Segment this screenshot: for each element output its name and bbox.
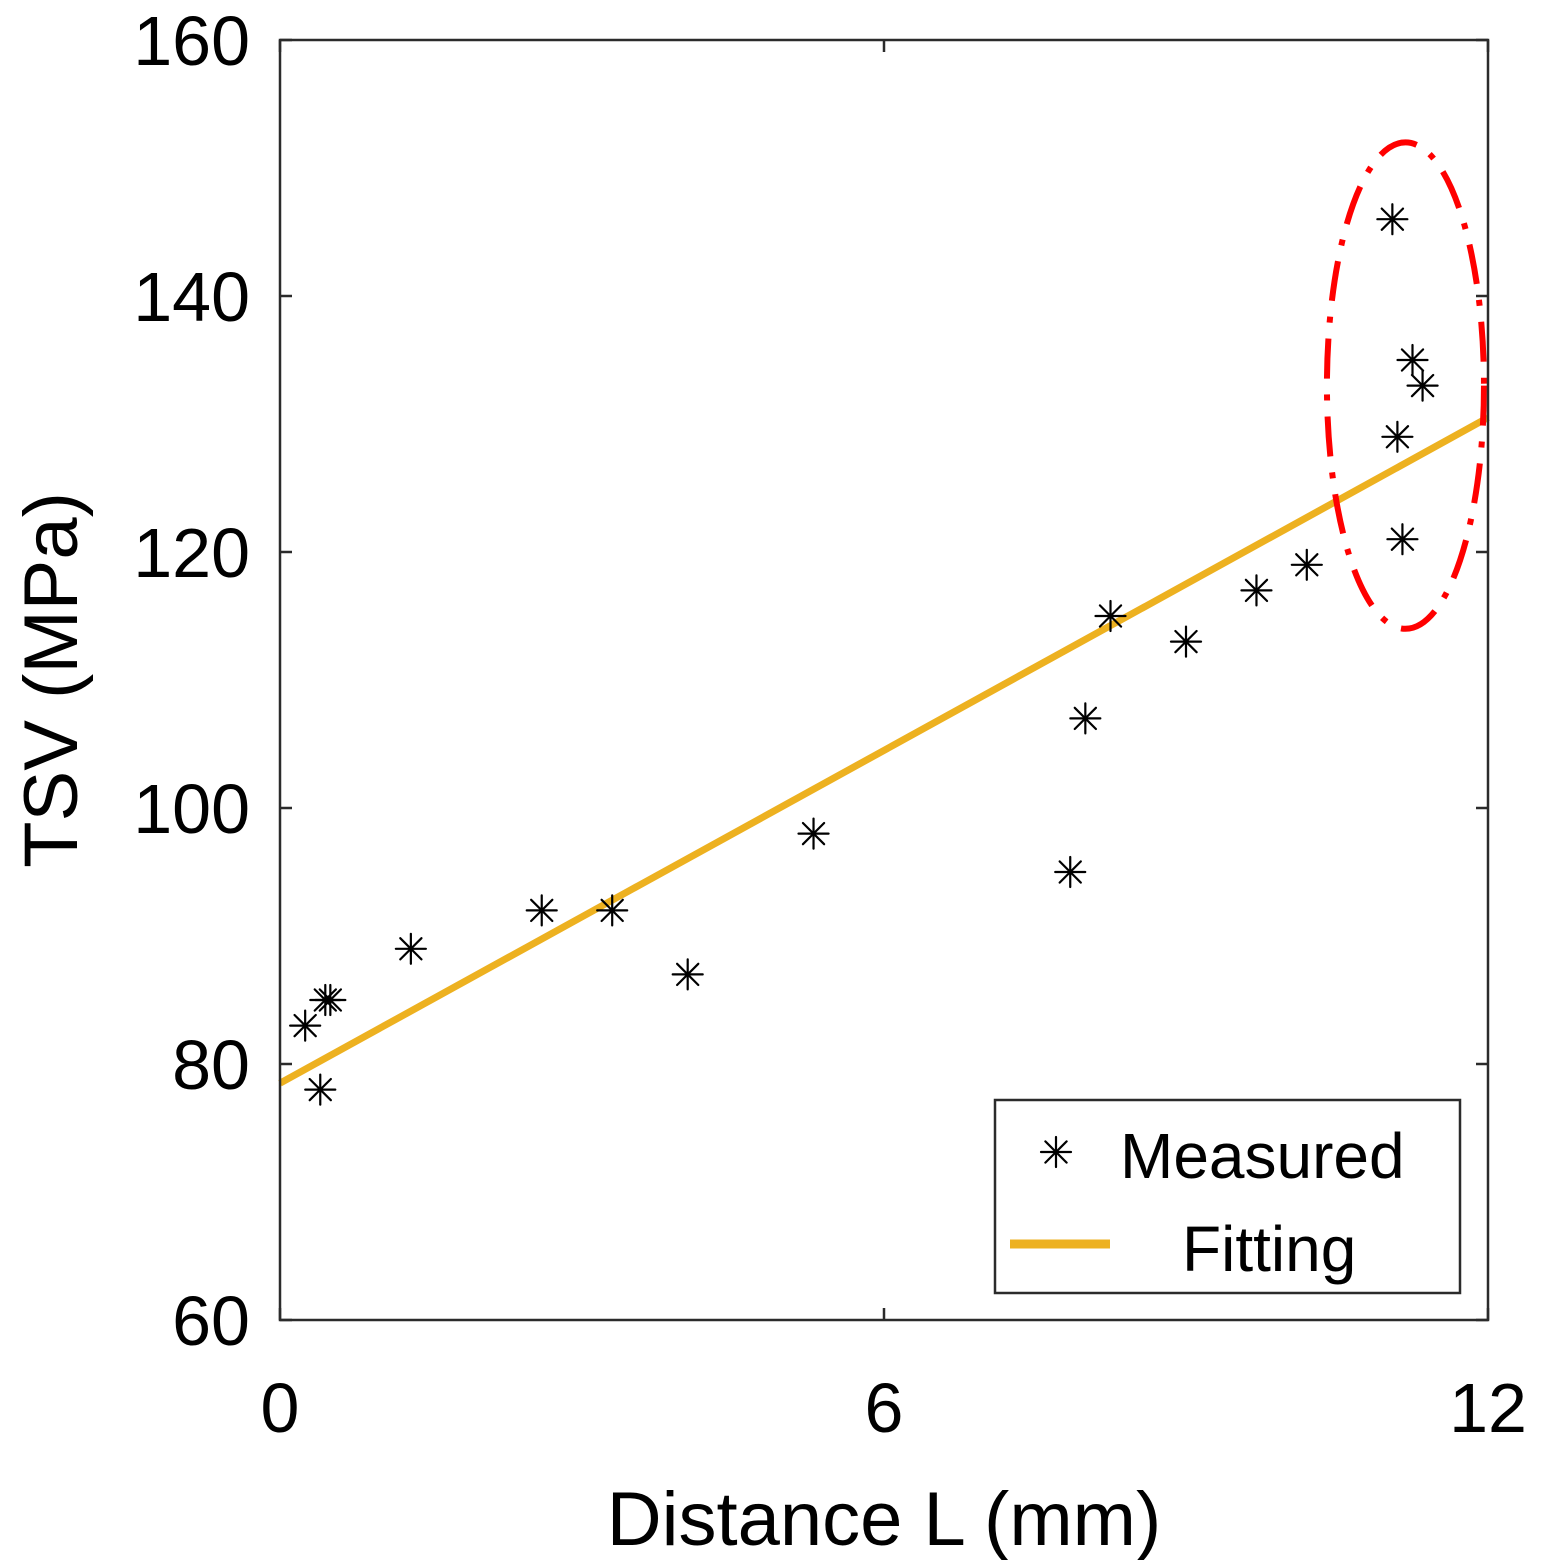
legend-asterisk: [1039, 1135, 1073, 1169]
y-tick-label: 100: [133, 770, 250, 848]
y-tick-label: 140: [133, 258, 250, 336]
measured-point: [1069, 702, 1102, 735]
measured-point: [1406, 369, 1439, 402]
measured-point: [1054, 855, 1087, 889]
y-axis-title: TSV (MPa): [9, 492, 94, 868]
legend-marker-measured: [1039, 1135, 1073, 1169]
legend-label-measured: Measured: [1120, 1120, 1405, 1192]
measured-point: [289, 1009, 322, 1042]
y-tick-label: 80: [172, 1026, 250, 1104]
fitting-line: [278, 414, 1490, 1087]
measured-point: [1386, 523, 1419, 556]
x-tick-label: 0: [261, 1369, 300, 1447]
measured-point: [1290, 548, 1323, 581]
outlier-ellipse: [1323, 139, 1487, 632]
legend-box: [993, 1098, 1462, 1295]
x-tick-label: 12: [1449, 1369, 1527, 1447]
measured-point: [1094, 599, 1127, 633]
x-tick-label: 6: [865, 1369, 904, 1447]
measured-point: [596, 894, 629, 927]
axes: 0 6 12 60 80 100 120 140 160: [133, 2, 1527, 1447]
measured-point: [394, 932, 427, 965]
measured-point: [525, 894, 558, 927]
y-tick-label: 160: [133, 2, 250, 80]
measured-point: [1381, 420, 1414, 453]
x-axis-title: Distance L (mm): [607, 1477, 1162, 1560]
legend: Measured Fitting: [993, 1098, 1462, 1295]
measured-point: [1169, 625, 1203, 658]
y-tick-label: 120: [133, 514, 250, 592]
measured-point: [314, 983, 347, 1017]
measured-point: [1396, 343, 1429, 377]
y-tick-label: 60: [172, 1282, 250, 1360]
measured-point: [1240, 574, 1273, 607]
plot-frame: [278, 38, 1490, 1322]
measured-point: [304, 1073, 337, 1106]
data-layer: [278, 139, 1490, 1106]
legend-label-fitting: Fitting: [1182, 1213, 1356, 1285]
measured-point: [671, 958, 704, 991]
measured-point: [1376, 203, 1409, 236]
measured-point: [797, 817, 830, 850]
